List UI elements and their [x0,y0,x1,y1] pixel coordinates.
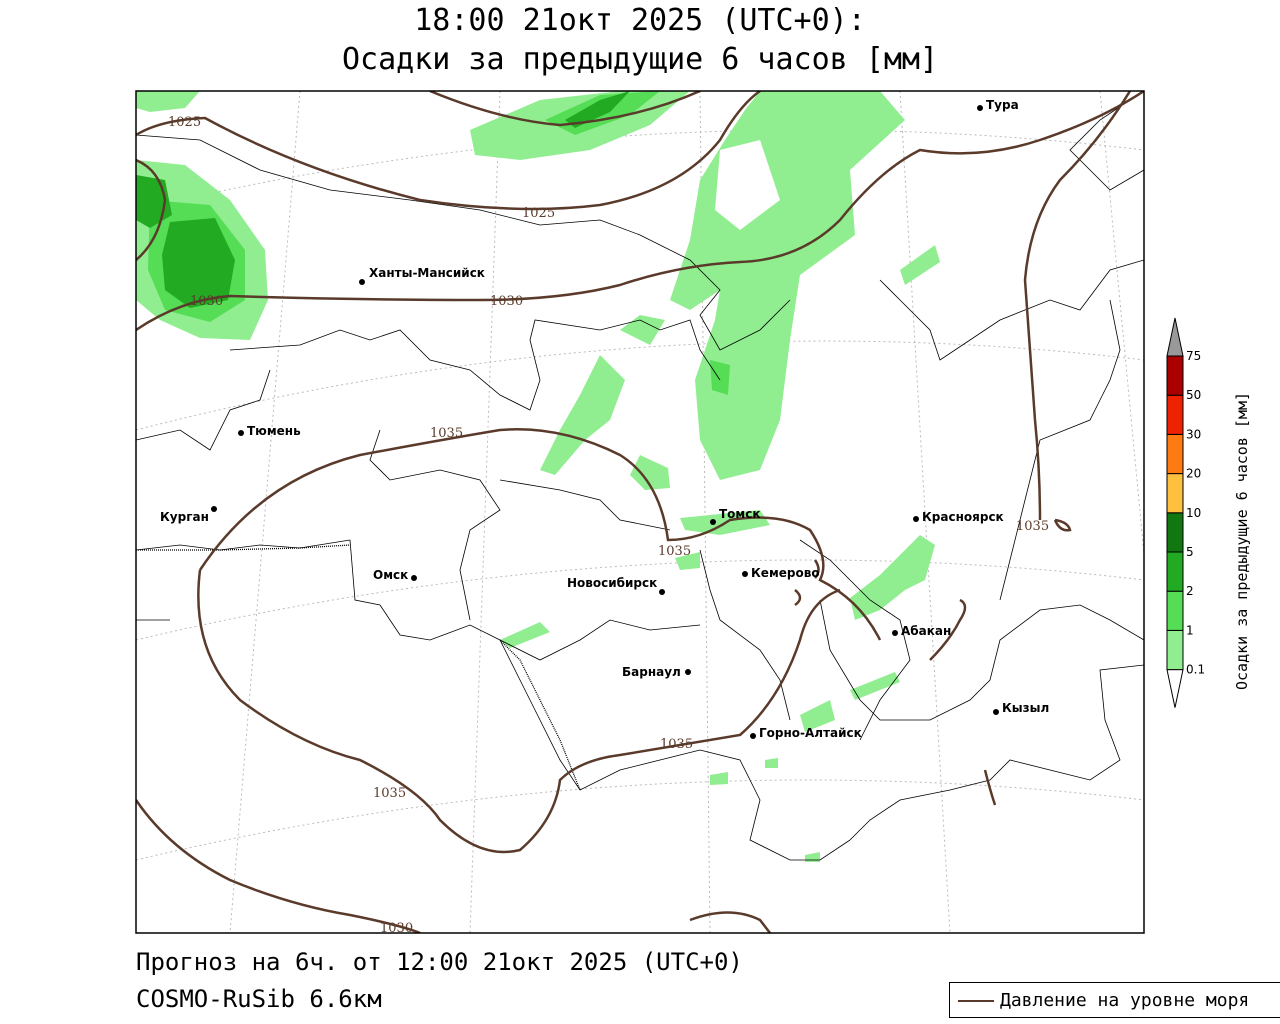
map-title: 18:00 21окт 2025 (UTC+0): [414,3,866,38]
city-kemerovo: Кемерово [742,566,820,580]
precip-area [630,455,670,490]
city-abakan: Абакан [892,624,951,638]
precip-area [565,91,630,128]
precip-area [765,758,778,768]
precip-area [900,245,940,285]
isobar-label: 1035 [1016,519,1049,534]
precip-area [675,552,700,570]
colorbar-segment [1166,590,1184,631]
isobar-label: 1035 [660,737,693,752]
colorbar-segment [1166,433,1184,475]
forecast-info: Прогноз на 6ч. от 12:00 21окт 2025 (UTC+… [136,948,743,976]
map-frame [135,90,1145,934]
city-tyumen: Тюмень [238,424,301,438]
precip-area [620,315,665,345]
city-tomsk: Томск [710,507,761,525]
precip-area [540,355,625,475]
colorbar-segment [1166,317,1184,357]
colorbar-segment [1166,512,1184,553]
city-label: Ханты-Мансийск [369,266,485,280]
city-barnaul: Барнаул [622,665,691,679]
colorbar-segment [1166,394,1184,435]
isobar-label: 1035 [658,544,691,559]
colorbar-level-label: 50 [1186,388,1201,402]
isobar-label: 1035 [373,786,406,801]
isobar-label: 1030 [190,294,223,309]
city-label: Кызыл [1002,701,1049,715]
pressure-legend: Давление на уровне моря [949,982,1280,1018]
city-label: Курган [160,510,209,524]
colorbar-segment [1166,669,1184,708]
city-krasnoyarsk: Красноярск [913,510,1004,524]
precip-area [805,852,820,862]
city-label: Тюмень [247,424,301,438]
pressure-line-swatch [958,1000,994,1002]
region-borders [136,99,1144,861]
city-label: Кемерово [751,566,820,580]
precip-area [850,535,935,620]
precip-area [800,700,835,732]
isobar-label: 1035 [430,426,463,441]
city-label: Омск [373,568,408,582]
colorbar-level-label: 10 [1186,506,1201,520]
precip-area [850,672,900,700]
isobars [136,91,1144,933]
city-label: Тура [986,98,1019,112]
city-label: Томск [719,507,761,521]
map-subtitle: Осадки за предыдущие 6 часов [мм] [341,42,939,77]
city-novosibirsk: Новосибирск [567,576,665,595]
colorbar-level-label: 5 [1186,545,1194,559]
colorbar-title: Осадки за предыдущие 6 часов [мм] [1233,391,1251,690]
colorbar-segment [1166,355,1184,396]
colorbar-level-label: 75 [1186,349,1201,363]
model-name: COSMO-RuSib 6.6км [136,985,382,1013]
precipitation-fields [136,91,940,862]
colorbar-level-label: 2 [1186,584,1194,598]
colorbar-level-label: 1 [1186,623,1194,637]
precip-area [670,91,905,480]
precip-area [710,772,728,785]
precip-area [710,360,730,395]
country-border [136,544,581,791]
city-khanty-mansiysk: Ханты-Мансийск [359,266,485,285]
isobar-labels: 1025 1025 1030 1030 1035 1035 1035 1035 … [168,115,1049,936]
isobar-label: 1030 [490,294,523,309]
city-omsk: Омск [373,568,417,582]
city-label: Абакан [901,624,951,638]
isobar-label: 1025 [168,115,201,130]
pressure-legend-label: Давление на уровне моря [1000,990,1250,1011]
isobar-label: 1030 [380,921,413,936]
precip-area [500,622,550,648]
city-label: Новосибирск [567,576,657,590]
cities: Тура Ханты-Мансийск Тюмень Курган Омск Т… [160,98,1049,740]
precip-area [162,218,235,308]
precip-area [715,140,780,230]
city-tura: Тура [977,98,1019,112]
colorbar: 0.1 1 2 5 10 20 30 50 75 [1166,317,1205,708]
city-kyzyl: Кызыл [993,701,1049,715]
isobar-label: 1025 [522,206,555,221]
colorbar-segment [1166,551,1184,592]
colorbar-level-label: 20 [1186,467,1201,481]
city-gorno-altaysk: Горно-Алтайск [750,726,862,740]
graticule [136,91,1144,933]
precip-area [136,91,200,112]
city-label: Барнаул [622,665,681,679]
city-label: Горно-Алтайск [759,726,862,740]
colorbar-segment [1166,473,1184,514]
city-kurgan: Курган [160,506,217,524]
colorbar-segment [1166,629,1184,671]
colorbar-level-label: 0.1 [1186,663,1205,677]
colorbar-level-label: 30 [1186,427,1201,441]
city-label: Красноярск [922,510,1004,524]
